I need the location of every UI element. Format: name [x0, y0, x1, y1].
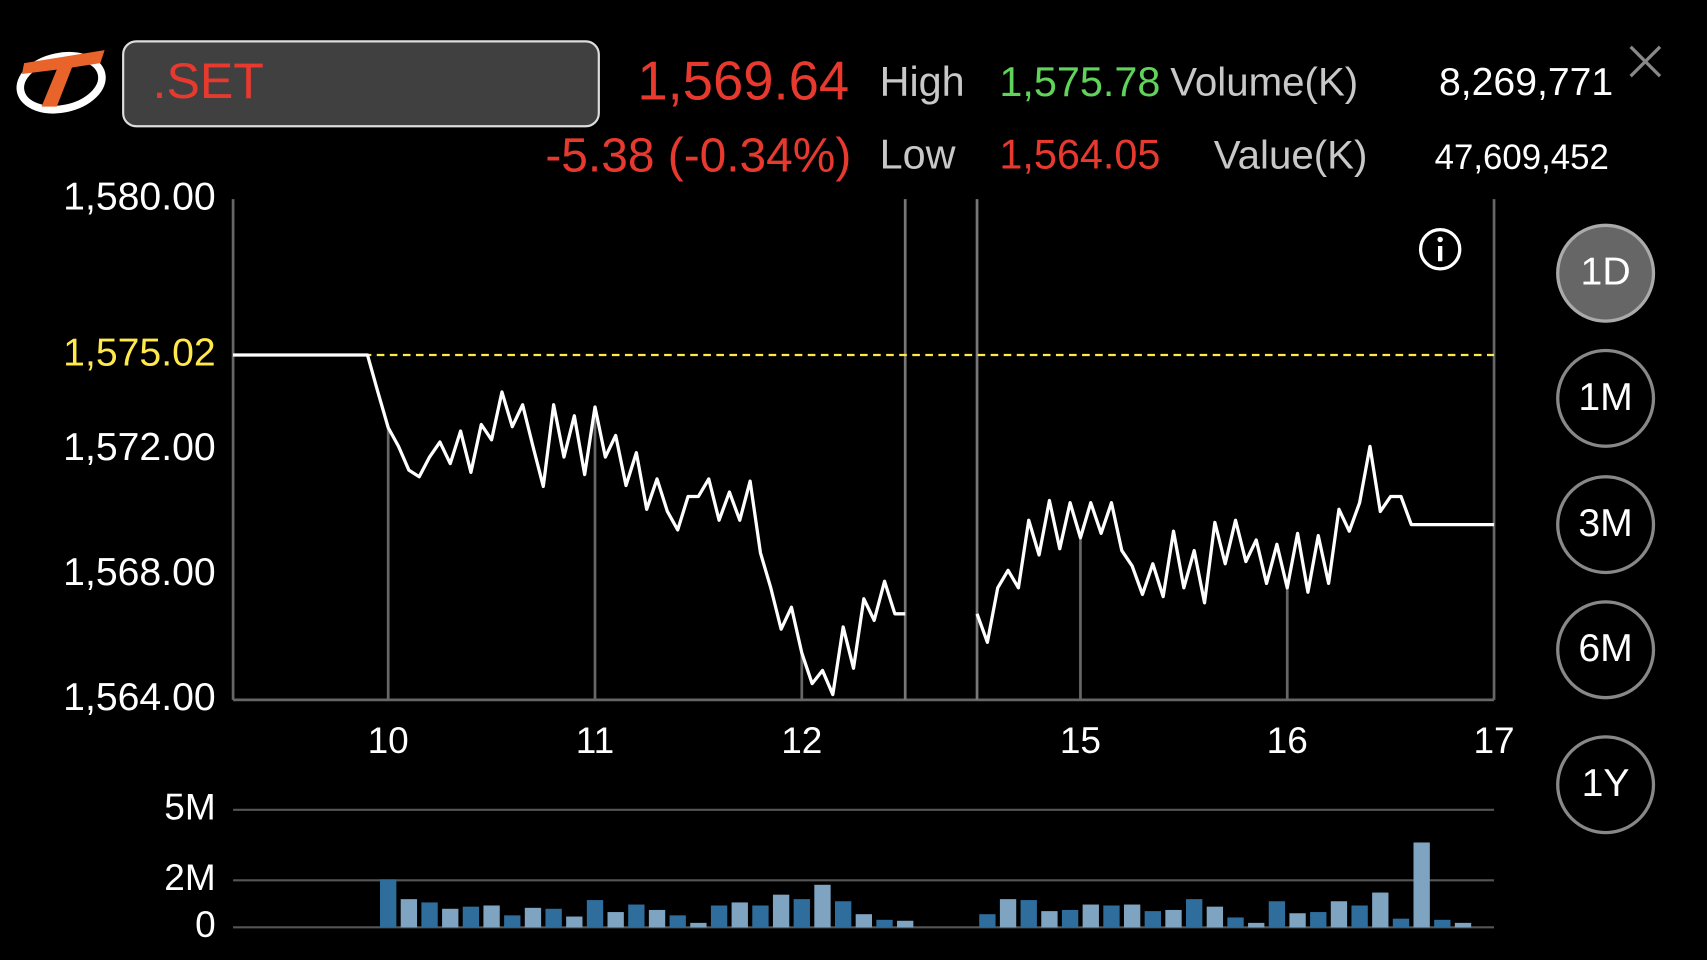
volume-label: Volume(K) — [1170, 60, 1358, 105]
volume-bar — [1206, 906, 1224, 928]
volume-bar — [876, 919, 893, 928]
volume-bar — [772, 894, 790, 928]
volume-bar — [690, 922, 707, 928]
x-tick-label: 11 — [576, 720, 614, 761]
period-button[interactable] — [1556, 223, 1656, 323]
x-tick-label: 10 — [368, 720, 409, 761]
volume-bar — [566, 916, 583, 928]
volume-bar — [731, 902, 748, 928]
volume-bar — [1082, 904, 1099, 928]
info-icon[interactable] — [1418, 228, 1462, 271]
x-tick-label: 16 — [1267, 720, 1308, 761]
volume-bar — [814, 884, 831, 928]
volume-bar — [1330, 901, 1348, 928]
volume-bar — [1227, 917, 1244, 928]
x-tick-label: 17 — [1473, 720, 1514, 761]
volume-bar — [400, 899, 418, 928]
volume-bar — [545, 908, 562, 928]
y-tick-label: 1,568.00 — [63, 551, 215, 594]
volume-bar — [442, 908, 459, 928]
volume-bar — [1434, 919, 1451, 928]
volume-bar — [1144, 911, 1161, 928]
volume-bar — [1310, 912, 1327, 928]
y-tick-label: 1,572.00 — [63, 426, 215, 469]
high-label: High — [880, 59, 965, 105]
value-label: Value(K) — [1214, 132, 1368, 177]
volume-bar — [1372, 892, 1389, 928]
volume-bar — [669, 915, 686, 928]
volume-bar — [648, 909, 666, 928]
price: 1,569.64 — [637, 50, 849, 111]
x-tick-label: 15 — [1060, 720, 1101, 761]
price-line — [233, 353, 906, 697]
y-tick-label: 1,580.00 — [63, 176, 215, 219]
change: -5.38 (-0.34%) — [545, 130, 851, 183]
logo[interactable] — [15, 49, 107, 117]
volume-bar — [607, 912, 624, 928]
period-label[interactable]: 1Y — [1582, 762, 1630, 805]
volume-bar — [586, 900, 604, 928]
volume-bar — [1454, 922, 1472, 928]
x-tick-label: 12 — [781, 720, 822, 761]
low-label: Low — [880, 132, 956, 178]
volume-bar — [1123, 904, 1141, 928]
period-label[interactable]: 1M — [1578, 376, 1632, 419]
volume-tick-label: 2M — [164, 857, 215, 898]
volume-bar — [793, 899, 810, 928]
volume-bar — [1268, 901, 1286, 928]
volume-bar — [380, 879, 397, 928]
value: 47,609,452 — [1435, 138, 1609, 177]
volume-bar — [1165, 909, 1182, 928]
volume-bar — [834, 901, 852, 928]
period-label[interactable]: 3M — [1578, 502, 1632, 545]
low: 1,564.05 — [999, 132, 1160, 178]
period-buttons: 1D 1M 3M 6M 1Y — [1556, 223, 1656, 835]
reference-label: 1,575.02 — [63, 331, 215, 374]
volume-bar — [524, 907, 542, 928]
volume-bar — [897, 920, 914, 928]
volume-bar — [710, 905, 728, 928]
y-tick-label: 1,564.00 — [63, 676, 215, 719]
symbol[interactable]: .SET — [153, 53, 264, 109]
volume-bar — [483, 905, 500, 928]
price-line — [975, 444, 1495, 644]
volume-bar — [1248, 922, 1265, 928]
volume-bar — [979, 914, 996, 928]
volume-tick-label: 5M — [164, 787, 215, 828]
volume: 8,269,771 — [1439, 61, 1613, 104]
volume-bar — [752, 905, 769, 928]
period-label[interactable]: 1D — [1581, 251, 1631, 294]
period-button[interactable] — [1556, 600, 1656, 700]
volume-bar — [462, 906, 480, 928]
volume-bar — [1392, 918, 1410, 928]
volume-bar — [855, 914, 873, 928]
period-button[interactable] — [1556, 475, 1656, 575]
volume-bar — [504, 915, 521, 928]
volume-bar — [999, 899, 1017, 928]
period-label[interactable]: 6M — [1578, 627, 1632, 670]
charts: 1,564.00 1,568.00 1,572.00 1,580.00 10 11 12 15… — [63, 176, 1514, 946]
close-button[interactable] — [1629, 45, 1662, 78]
volume-bar — [1020, 900, 1037, 928]
volume-bar — [1289, 913, 1306, 928]
volume-bar — [628, 904, 645, 928]
period-button[interactable] — [1556, 348, 1656, 448]
volume-bar — [1103, 905, 1120, 928]
volume-bar — [1413, 842, 1430, 928]
search-box[interactable] — [122, 40, 600, 128]
volume-bar — [1186, 899, 1203, 928]
volume-bar — [421, 902, 438, 928]
volume-bar — [1041, 911, 1058, 928]
volume-bar — [1351, 905, 1368, 928]
period-button[interactable] — [1556, 735, 1656, 835]
high: 1,575.78 — [999, 59, 1160, 105]
volume-tick-label: 0 — [195, 904, 216, 945]
volume-bar — [1061, 909, 1079, 928]
